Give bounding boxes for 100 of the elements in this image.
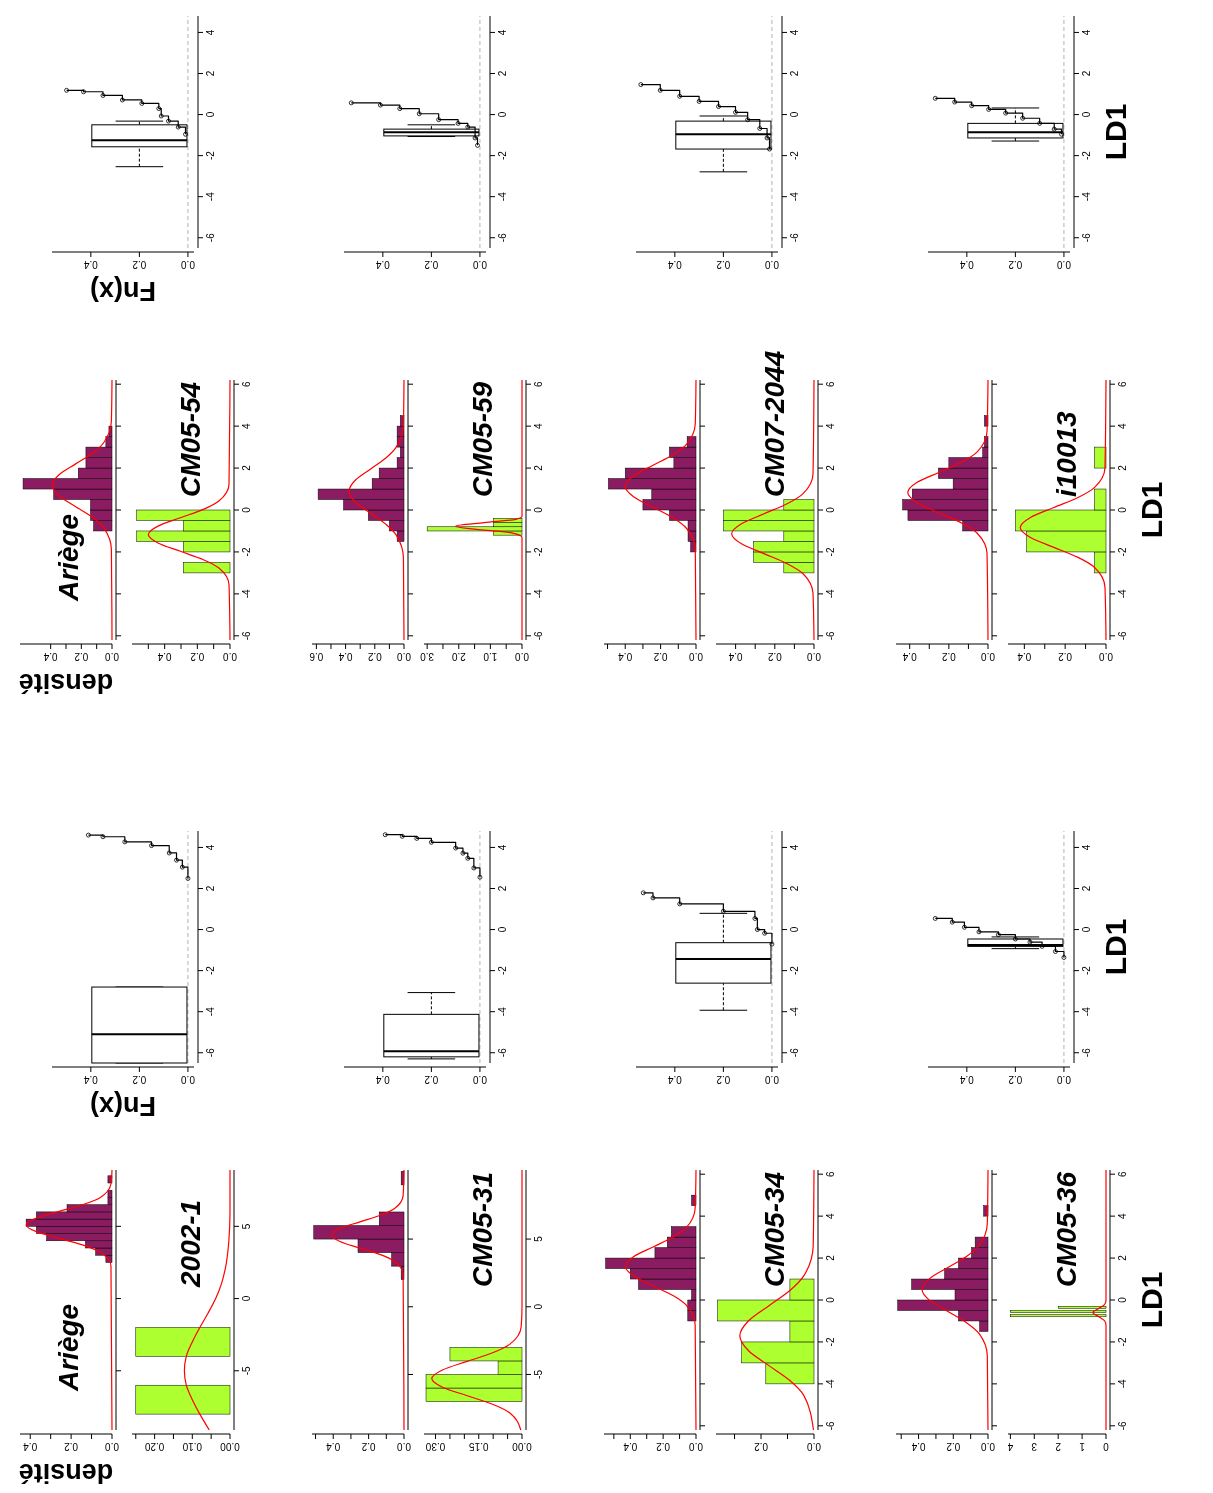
- x-tick-label: 0.0: [472, 259, 487, 270]
- x-axis-title: densité: [18, 1458, 114, 1488]
- y-tick-label: -5: [241, 1365, 252, 1376]
- y-tick-label: 4: [241, 422, 252, 429]
- text: Ariège: [53, 513, 84, 602]
- y-tick-label: -2: [1081, 150, 1092, 161]
- y-tick-label: -6: [789, 232, 800, 243]
- y-tick-label: 4: [1081, 29, 1092, 36]
- y-tick-label: 6: [825, 1170, 836, 1177]
- x-tick-label: 0.2: [424, 1074, 439, 1085]
- x-tick-label: 0.2: [424, 259, 439, 270]
- x-tick-label: 0.4: [1016, 651, 1032, 662]
- x-tick-label: 0.2: [655, 1441, 671, 1452]
- y-tick-label: 2: [205, 70, 216, 77]
- x-tick-label: 0.20: [144, 1441, 165, 1452]
- x-tick-label: 0.4: [22, 1441, 38, 1452]
- y-tick-label: -6: [205, 232, 216, 243]
- x-tick-label: 0.0: [180, 1074, 195, 1085]
- x-tick-label: 0.2: [63, 1441, 79, 1452]
- y-tick-label: 5: [241, 1223, 252, 1230]
- y-tick-label: 6: [1117, 380, 1128, 387]
- y-tick-label: 4: [1117, 1212, 1128, 1219]
- y-tick-label: 4: [825, 1212, 836, 1219]
- x-tick-label: 0.2: [941, 651, 956, 662]
- y-tick-label: -2: [205, 150, 216, 161]
- x-tick-label: 0.4: [959, 1074, 974, 1085]
- y-tick-label: 0: [241, 506, 252, 513]
- x-tick-label: 0.2: [1008, 1074, 1023, 1085]
- y-tick-label: -6: [1117, 1420, 1128, 1431]
- x-tick-label: 1.0: [483, 651, 498, 662]
- x-tick-label: 2.0: [451, 651, 466, 662]
- x-axis-title: Fn(x): [90, 1091, 156, 1121]
- y-tick-label: 0: [497, 111, 508, 118]
- y-tick-label: 2: [825, 464, 836, 471]
- x-tick-label: 0.6: [308, 651, 324, 662]
- x-tick-label: 0.4: [728, 651, 743, 662]
- x-tick-label: 0.2: [132, 1074, 147, 1085]
- y-tick-label: 4: [825, 422, 836, 429]
- x-tick-label: 2: [1054, 1441, 1061, 1452]
- x-tick-label: 0.2: [73, 651, 89, 662]
- y-tick-label: -4: [1117, 1378, 1128, 1389]
- x-tick-label: 0: [1102, 1441, 1109, 1452]
- y-tick-label: -2: [497, 965, 508, 976]
- x-tick-label: 0.0: [104, 651, 119, 662]
- x-tick-label: 0.4: [667, 1074, 682, 1085]
- x-tick-label: 0.4: [338, 651, 353, 662]
- x-tick-label: 3: [1031, 1441, 1038, 1452]
- x-tick-label: 3.0: [419, 651, 435, 662]
- y-tick-label: 2: [497, 70, 508, 77]
- y-tick-label: 2: [789, 70, 800, 77]
- y-tick-label: -2: [497, 150, 508, 161]
- y-tick-label: -6: [497, 232, 508, 243]
- y-tick-label: 0: [789, 111, 800, 118]
- y-tick-label: 6: [825, 380, 836, 387]
- x-tick-label: 0.2: [367, 651, 382, 662]
- x-tick-label: 0.0: [222, 651, 237, 662]
- x-tick-label: 0.0: [688, 651, 703, 662]
- y-tick-label: 4: [789, 844, 800, 851]
- y-tick-label: -6: [1081, 232, 1092, 243]
- y-tick-label: -6: [241, 630, 252, 641]
- y-tick-label: 6: [1117, 1170, 1128, 1177]
- y-tick-label: -4: [241, 588, 252, 599]
- y-tick-label: 0: [241, 1295, 252, 1302]
- y-tick-label: 4: [789, 29, 800, 36]
- x-tick-label: 0.0: [688, 1441, 703, 1452]
- y-tick-label: 4: [497, 29, 508, 36]
- y-axis-title: LD1: [1135, 481, 1168, 539]
- x-tick-label: 0.2: [716, 259, 731, 270]
- x-tick-label: 0.2: [945, 1441, 961, 1452]
- text: CM05-34: [759, 1171, 790, 1287]
- y-tick-label: 2: [1081, 70, 1092, 77]
- x-tick-label: 0.4: [375, 1074, 390, 1085]
- x-tick-label: 0.4: [667, 259, 682, 270]
- y-tick-label: 2: [241, 464, 252, 471]
- x-tick-label: 0.2: [716, 1074, 731, 1085]
- y-tick-label: -4: [205, 1006, 216, 1017]
- x-tick-label: 1: [1078, 1441, 1085, 1452]
- y-tick-label: -4: [1081, 191, 1092, 202]
- y-tick-label: 0: [825, 506, 836, 513]
- x-tick-label: 0.4: [959, 259, 974, 270]
- y-tick-label: 0: [1081, 111, 1092, 118]
- x-tick-label: 0.15: [468, 1441, 489, 1452]
- y-tick-label: 0: [205, 111, 216, 118]
- x-tick-label: 0.0: [180, 259, 195, 270]
- y-tick-label: -6: [1081, 1047, 1092, 1058]
- y-tick-label: 0: [1117, 506, 1128, 513]
- text: Ariège: [53, 1303, 84, 1392]
- text: CM05-31: [467, 1171, 498, 1287]
- x-tick-label: 0.0: [1056, 259, 1071, 270]
- y-tick-label: 4: [205, 29, 216, 36]
- text: i10013: [1051, 410, 1082, 497]
- y-tick-label: -2: [825, 547, 836, 557]
- x-tick-label: 0.2: [132, 259, 147, 270]
- y-tick-label: 4: [1117, 422, 1128, 429]
- x-tick-label: 0.0: [104, 1441, 119, 1452]
- y-tick-label: -4: [533, 588, 544, 599]
- x-tick-label: 0.2: [753, 1441, 768, 1452]
- x-tick-label: 0.4: [617, 651, 633, 662]
- x-tick-label: 0.4: [325, 1441, 341, 1452]
- y-tick-label: -4: [497, 1006, 508, 1017]
